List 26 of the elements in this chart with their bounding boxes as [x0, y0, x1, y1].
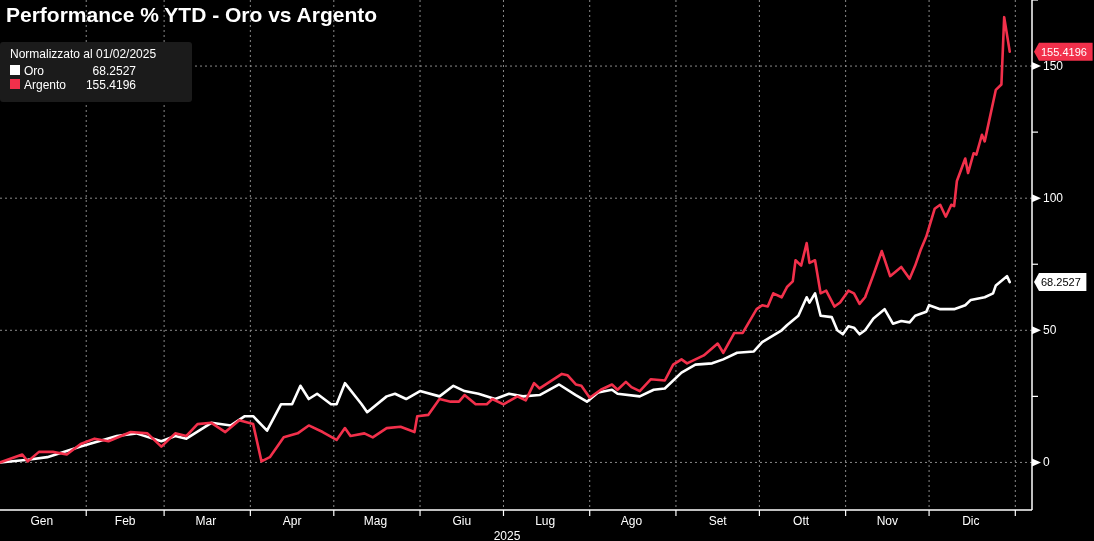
line-series [0, 274, 1012, 464]
y-tick-label: 100 [1043, 191, 1064, 206]
x-tick-label: Set [708, 514, 728, 528]
annotation: 68.2527 [92, 64, 137, 78]
x-tick-label: Mar [195, 514, 217, 528]
y-tick-label: 150 [1043, 59, 1064, 74]
legend-label: Oro [24, 64, 45, 78]
x-tick-label: Giu [452, 514, 472, 528]
x-axis-title: 2025 [493, 529, 521, 541]
x-tick-label: Ago [620, 514, 643, 528]
text: 68.2527 [1041, 276, 1081, 289]
x-tick-label: Lug [535, 514, 556, 528]
x-tick-label: Ott [793, 514, 810, 528]
x-tick-label: Dic [962, 514, 980, 528]
x-tick-label: Nov [876, 514, 899, 528]
y-tick-label: 0 [1043, 455, 1050, 470]
x-tick-label: Mag [363, 514, 388, 528]
annotation: 155.4196 [85, 78, 137, 92]
x-tick-label: Apr [282, 514, 302, 528]
legend-label: Argento [24, 78, 67, 92]
text: 155.4196 [1041, 45, 1087, 58]
x-tick-label: Gen [30, 514, 54, 528]
legend-title: Normalizzato al 01/02/2025 [10, 47, 157, 61]
x-tick-label: Feb [114, 514, 136, 528]
y-tick-label: 50 [1043, 323, 1057, 338]
chart-title: Performance % YTD - Oro vs Argento [6, 3, 378, 26]
